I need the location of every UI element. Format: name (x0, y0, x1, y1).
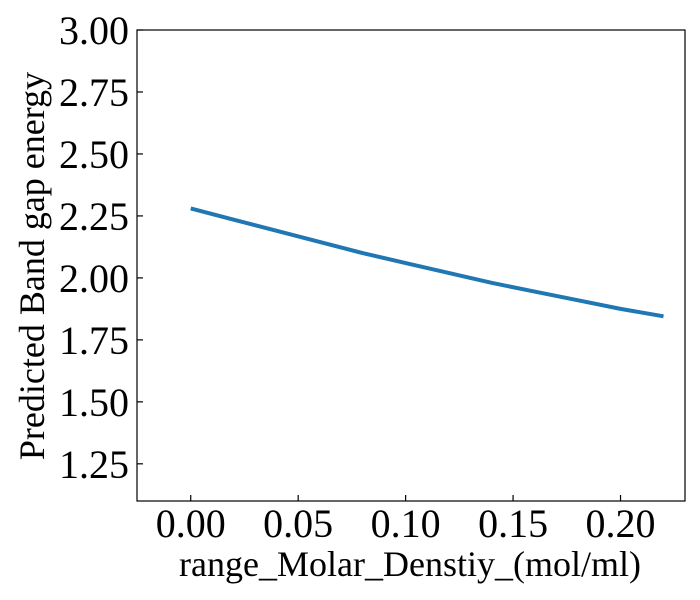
x-axis-label: range_Molar_Denstiy_(mol/ml) (179, 544, 641, 584)
y-tick-label: 2.00 (59, 256, 129, 301)
y-ticks: 1.25 1.50 1.75 2.00 2.25 2.50 2.75 3.00 (59, 8, 143, 487)
y-tick-label: 1.25 (59, 442, 129, 487)
x-tick-label: 0.10 (371, 501, 441, 546)
plot-frame (136, 29, 686, 502)
series-line (190, 206, 664, 319)
y-tick-label: 3.00 (59, 8, 129, 53)
y-tick-label: 1.50 (59, 380, 129, 425)
x-tick-label: 0.20 (586, 501, 656, 546)
series-layer (190, 206, 664, 319)
y-tick-label: 2.75 (59, 70, 129, 115)
y-tick-label: 2.25 (59, 194, 129, 239)
x-tick-label: 0.15 (478, 501, 548, 546)
x-tick-label: 0.00 (156, 501, 226, 546)
x-tick-label: 0.05 (263, 501, 333, 546)
x-ticks: 0.00 0.05 0.10 0.15 0.20 (156, 495, 656, 546)
y-tick-label: 1.75 (59, 318, 129, 363)
y-axis-label: Predicted Band gap energy (12, 72, 52, 460)
y-tick-label: 2.50 (59, 132, 129, 177)
